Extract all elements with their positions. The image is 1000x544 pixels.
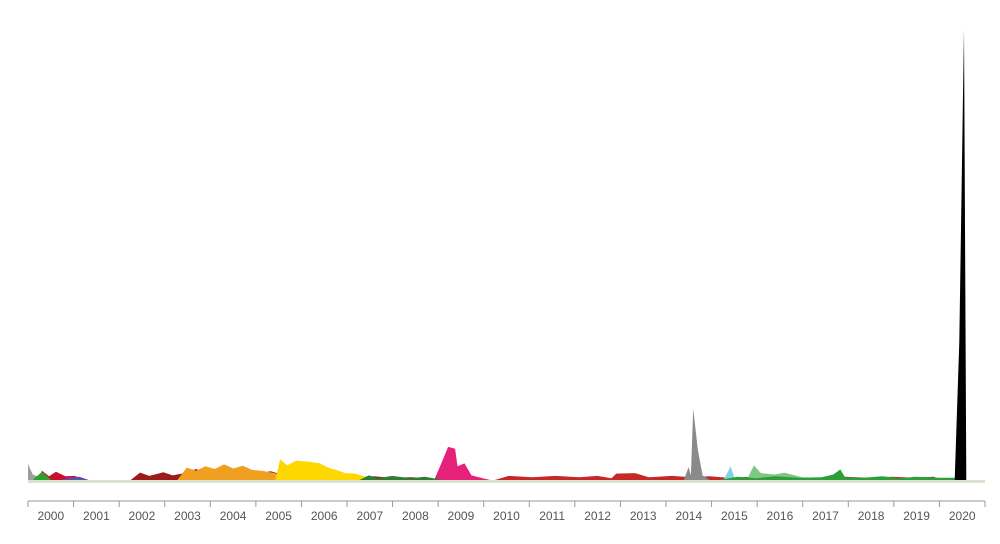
x-tick-label: 2012 bbox=[584, 509, 611, 523]
x-tick-label: 2010 bbox=[493, 509, 520, 523]
series-areas bbox=[28, 29, 985, 483]
series-area-11 bbox=[683, 408, 710, 480]
x-tick-label: 2015 bbox=[721, 509, 748, 523]
series-area-8 bbox=[434, 446, 491, 480]
series-area-2 bbox=[60, 476, 89, 480]
x-tick-label: 2018 bbox=[858, 509, 885, 523]
x-axis-labels: 2000 2001 2002 2003 2004 2005 2006 2007 2008 2009… bbox=[37, 509, 975, 523]
series-area-6 bbox=[177, 464, 285, 480]
x-tick-label: 2003 bbox=[174, 509, 201, 523]
series-area-7 bbox=[275, 459, 388, 480]
x-tick-label: 2013 bbox=[630, 509, 657, 523]
x-tick-label: 2014 bbox=[675, 509, 702, 523]
series-area-12 bbox=[723, 466, 736, 480]
x-axis-ticks bbox=[27, 501, 986, 507]
x-tick-label: 2016 bbox=[767, 509, 794, 523]
series-area-14 bbox=[718, 469, 967, 480]
x-tick-label: 2002 bbox=[129, 509, 156, 523]
series-area-0 bbox=[28, 463, 52, 480]
series-area-15 bbox=[954, 29, 967, 480]
baseline-strip bbox=[28, 480, 985, 483]
x-tick-label: 2008 bbox=[402, 509, 429, 523]
series-area-9 bbox=[359, 475, 444, 480]
x-tick-label: 2004 bbox=[220, 509, 247, 523]
x-tick-label: 2011 bbox=[539, 509, 565, 523]
series-area-4 bbox=[32, 471, 52, 480]
x-tick-label: 2007 bbox=[356, 509, 383, 523]
x-tick-label: 2005 bbox=[265, 509, 292, 523]
x-tick-label: 2001 bbox=[83, 509, 110, 523]
x-tick-label: 2017 bbox=[812, 509, 839, 523]
series-area-3 bbox=[70, 478, 84, 480]
x-tick-label: 2009 bbox=[448, 509, 475, 523]
x-tick-label: 2020 bbox=[949, 509, 976, 523]
x-tick-label: 2006 bbox=[311, 509, 338, 523]
x-tick-label: 2019 bbox=[903, 509, 930, 523]
series-area-13 bbox=[746, 465, 813, 480]
x-tick-label: 2000 bbox=[37, 509, 64, 523]
